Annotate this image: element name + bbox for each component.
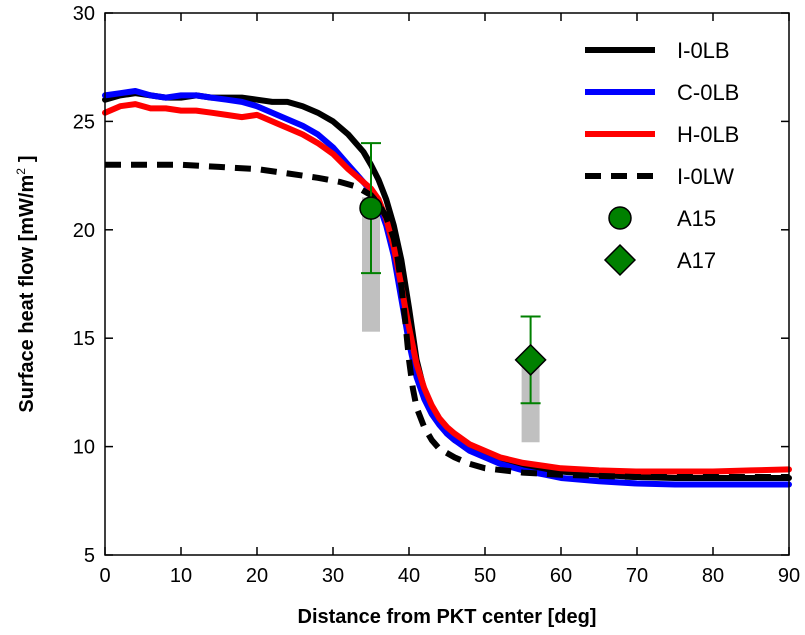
series-line-i-0lb — [102, 90, 792, 481]
legend-label-i-0lb: I-0LB — [677, 38, 730, 63]
legend: I-0LB C-0LB H-0LB I-0LW A15 A17 — [585, 38, 739, 277]
x-tick-label: 10 — [170, 565, 192, 587]
series-line-h-0lb — [102, 101, 792, 475]
y-tick-label: 15 — [73, 328, 95, 350]
x-tick-label: 80 — [702, 565, 724, 587]
y-axis-label-end: ] — [16, 155, 38, 162]
legend-label-a15: A15 — [677, 206, 716, 231]
plot-frame — [104, 12, 790, 556]
y-tick-label: 25 — [73, 111, 95, 133]
legend-label-c-0lb: C-0LB — [677, 80, 739, 105]
x-axis-label: Distance from PKT center [deg] — [298, 606, 597, 628]
series-line-i-0lw — [105, 161, 789, 480]
y-tick-label: 20 — [73, 220, 95, 242]
x-axis-ticks: 0 10 20 30 40 50 60 70 80 90 — [99, 13, 800, 587]
x-tick-label: 20 — [246, 565, 268, 587]
x-tick-label: 30 — [322, 565, 344, 587]
x-tick-label: 0 — [99, 565, 110, 587]
y-axis-label-main: Surface heat flow [mW/m — [16, 175, 38, 413]
legend-label-h-0lb: H-0LB — [677, 122, 739, 147]
x-tick-label: 50 — [474, 565, 496, 587]
y-axis-label: Surface heat flow [mW/m2] — [14, 155, 38, 412]
legend-marker-a17 — [603, 243, 637, 277]
observation-error-bars — [361, 142, 541, 405]
y-tick-label: 10 — [73, 437, 95, 459]
y-tick-label: 30 — [73, 3, 95, 25]
x-tick-label: 40 — [398, 565, 420, 587]
series-lines — [102, 88, 792, 488]
legend-label-a17: A17 — [677, 248, 716, 273]
marker-a15 — [359, 196, 383, 220]
observation-markers — [359, 196, 547, 376]
marker-a17 — [514, 343, 547, 376]
y-axis-ticks: 5 10 15 20 25 30 — [73, 3, 789, 567]
legend-label-i-0lw: I-0LW — [677, 164, 734, 189]
y-tick-label: 5 — [84, 545, 95, 567]
x-tick-label: 70 — [626, 565, 648, 587]
y-axis-label-superscript: 2 — [14, 168, 28, 175]
x-tick-label: 90 — [778, 565, 800, 587]
legend-marker-a15 — [608, 206, 632, 230]
x-tick-label: 60 — [550, 565, 572, 587]
